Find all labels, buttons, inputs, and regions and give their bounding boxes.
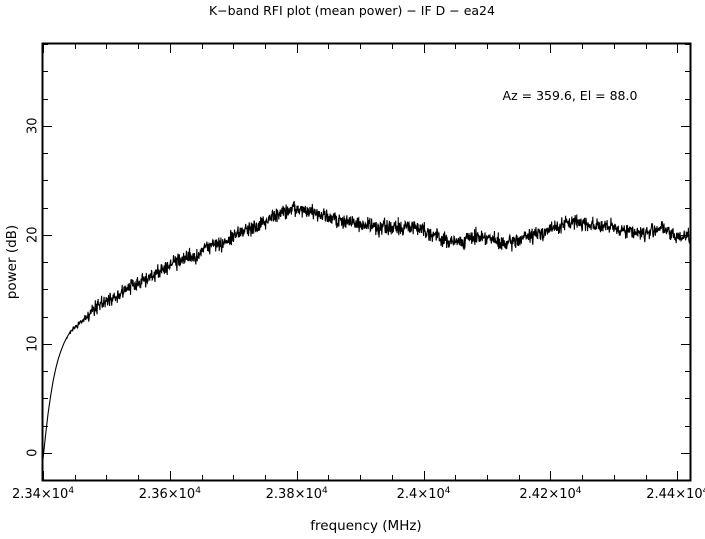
x-tick-label: 2.38×104 bbox=[266, 486, 328, 502]
x-tick-label: 2.42×104 bbox=[519, 486, 581, 502]
x-axis-title: frequency (MHz) bbox=[310, 518, 421, 534]
y-axis-tick-labels: 0 10 20 30 bbox=[26, 117, 41, 456]
x-axis-minor-ticks bbox=[74, 44, 648, 480]
y-tick-label: 0 bbox=[26, 449, 41, 457]
y-tick-label: 10 bbox=[26, 335, 41, 352]
x-tick-label: 2.34×104 bbox=[12, 486, 74, 502]
x-axis-major-ticks bbox=[42, 44, 679, 480]
power-trace bbox=[42, 200, 691, 460]
data-series-layer bbox=[42, 200, 691, 460]
x-tick-label: 2.36×104 bbox=[139, 486, 201, 502]
y-axis-major-ticks bbox=[43, 125, 690, 455]
y-tick-label: 30 bbox=[26, 117, 41, 134]
x-axis-tick-labels: 2.34×104 2.36×104 2.38×104 2.4×104 2.42×104 2… bbox=[12, 486, 705, 502]
azimuth-elevation-annotation: Az = 359.6, El = 88.0 bbox=[503, 88, 638, 103]
y-tick-label: 20 bbox=[26, 226, 41, 243]
x-tick-label: 2.44×104 bbox=[646, 486, 705, 502]
y-axis-minor-ticks bbox=[43, 43, 690, 428]
x-tick-label: 2.4×104 bbox=[397, 486, 451, 502]
y-axis-title: power (dB) bbox=[4, 225, 20, 299]
chart-title: K−band RFI plot (mean power) − IF D − ea… bbox=[209, 3, 495, 18]
